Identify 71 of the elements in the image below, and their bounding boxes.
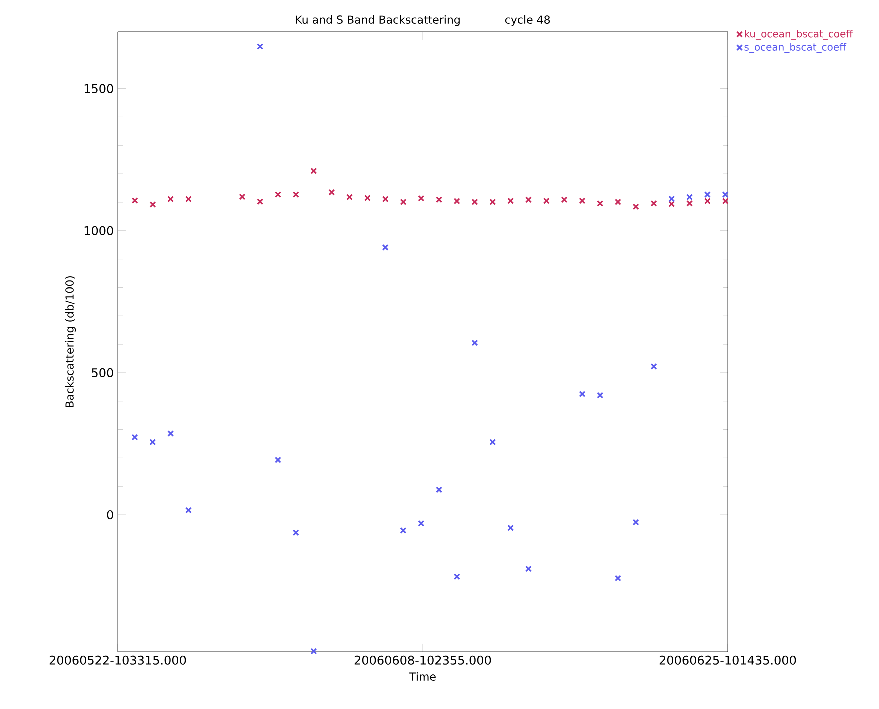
y-tick-label: 500 bbox=[92, 368, 114, 378]
point bbox=[650, 363, 658, 370]
x-tick-label: 20060608-102355.000 bbox=[354, 656, 492, 665]
point bbox=[472, 340, 478, 346]
legend-label: s_ocean_bscat_coeff bbox=[744, 43, 847, 54]
point bbox=[686, 194, 694, 201]
point bbox=[185, 507, 192, 514]
point bbox=[632, 204, 640, 210]
point bbox=[650, 200, 658, 207]
point bbox=[257, 198, 264, 206]
legend-label: ku_ocean_bscat_coeff bbox=[745, 30, 854, 40]
point bbox=[490, 439, 496, 446]
point bbox=[364, 194, 371, 202]
point bbox=[454, 574, 460, 580]
point bbox=[274, 192, 282, 198]
point bbox=[579, 390, 586, 398]
point bbox=[704, 192, 711, 198]
point bbox=[418, 520, 425, 527]
y-tick-label: 0 bbox=[107, 510, 114, 520]
point bbox=[668, 200, 676, 208]
point bbox=[436, 486, 443, 494]
point bbox=[472, 198, 478, 206]
point bbox=[418, 195, 425, 202]
point bbox=[490, 198, 496, 206]
point bbox=[132, 197, 138, 204]
y-tick-label: 1000 bbox=[84, 226, 114, 236]
point bbox=[722, 198, 729, 205]
point bbox=[346, 194, 354, 201]
point bbox=[686, 200, 694, 207]
point bbox=[597, 200, 604, 207]
point bbox=[400, 198, 407, 206]
x-tick-label: 20060625-101435.000 bbox=[660, 656, 796, 665]
point bbox=[614, 198, 622, 206]
point bbox=[508, 198, 514, 204]
point bbox=[704, 198, 711, 205]
point bbox=[150, 201, 156, 208]
point bbox=[454, 198, 460, 205]
point bbox=[274, 456, 282, 464]
point bbox=[436, 196, 443, 204]
point bbox=[614, 575, 622, 582]
point bbox=[668, 196, 676, 202]
point bbox=[292, 192, 300, 198]
point bbox=[168, 430, 174, 438]
point bbox=[400, 527, 407, 534]
point bbox=[132, 434, 138, 441]
point bbox=[310, 168, 318, 174]
point bbox=[632, 519, 640, 526]
point bbox=[508, 524, 514, 532]
point bbox=[525, 196, 532, 204]
point bbox=[150, 439, 156, 446]
point bbox=[382, 196, 389, 203]
point bbox=[168, 196, 174, 203]
point bbox=[525, 566, 532, 572]
point bbox=[543, 198, 550, 204]
point bbox=[597, 392, 604, 399]
point bbox=[185, 196, 192, 203]
y-axis-title: Backscattering (db/100) bbox=[65, 276, 76, 408]
point bbox=[292, 530, 300, 536]
point bbox=[257, 43, 264, 50]
point bbox=[328, 189, 336, 196]
chart-subtitle: cycle 48 bbox=[506, 15, 550, 26]
point bbox=[239, 194, 246, 200]
chart-title: Ku and S Band Backscattering bbox=[296, 15, 460, 26]
point bbox=[579, 198, 586, 204]
point bbox=[722, 192, 729, 198]
y-tick-label: 1500 bbox=[84, 84, 114, 94]
point bbox=[382, 244, 389, 251]
point bbox=[561, 196, 568, 204]
x-axis-title: Time bbox=[410, 672, 436, 681]
x-tick-label: 20060522-103315.000 bbox=[50, 656, 186, 665]
point bbox=[310, 648, 318, 655]
